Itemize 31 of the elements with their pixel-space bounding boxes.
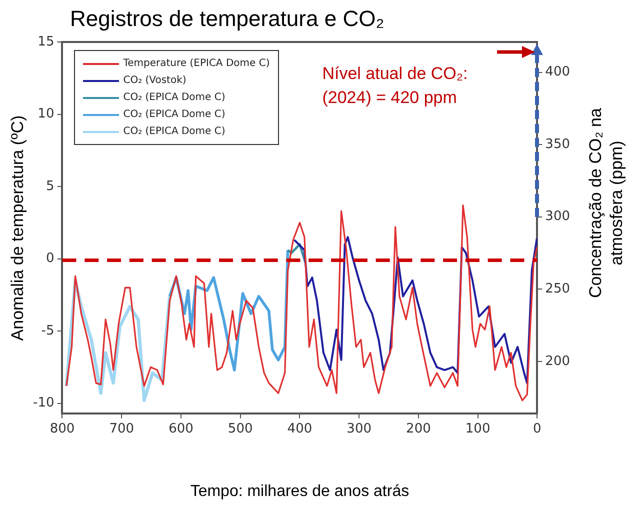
x-tick-label: 0	[533, 422, 542, 437]
x-tick-label: 300	[346, 422, 372, 437]
x-tick-label: 600	[168, 422, 194, 437]
annotation: (2024) = 420 ppm	[322, 88, 457, 108]
chart-title: Registros de temperatura e CO₂	[70, 6, 384, 32]
y-tick-label: -5	[41, 323, 54, 338]
x-tick-label: 800	[50, 422, 75, 437]
legend-label: CO₂ (EPICA Dome C)	[123, 92, 226, 103]
y2-tick-label: 250	[545, 281, 570, 296]
annotation: Nível atual de CO₂:	[322, 64, 468, 84]
x-tick-label: 200	[406, 422, 431, 437]
y-tick-label: 5	[46, 178, 54, 194]
legend-label: Temperature (EPICA Dome C)	[123, 58, 270, 69]
y-axis-title: Anomalia de temperatura (ºC)	[8, 114, 28, 340]
x-tick-label: 400	[287, 422, 312, 437]
x-axis-title: Tempo: milhares de anos atrás	[190, 483, 410, 501]
x-tick-label: 100	[465, 422, 490, 437]
x-tick-label: 500	[228, 422, 253, 437]
y2-axis-title: Concentração de CO₂ na atmosfera (ppm)	[585, 106, 627, 300]
legend-label: CO₂ (Vostok)	[123, 75, 186, 86]
y-tick-label: -10	[33, 396, 54, 411]
y2-tick-label: 400	[545, 64, 570, 80]
legend-label: CO₂ (EPICA Dome C)	[123, 109, 226, 120]
x-tick-label: 700	[109, 422, 134, 437]
legend-label: CO₂ (EPICA Dome C)	[123, 126, 226, 137]
y2-tick-label: 350	[545, 136, 570, 152]
y-tick-label: 0	[46, 251, 54, 266]
y-tick-label: 15	[38, 34, 54, 50]
y-tick-label: 10	[38, 106, 54, 122]
y2-tick-label: 200	[545, 354, 570, 369]
y2-tick-label: 300	[545, 209, 570, 224]
